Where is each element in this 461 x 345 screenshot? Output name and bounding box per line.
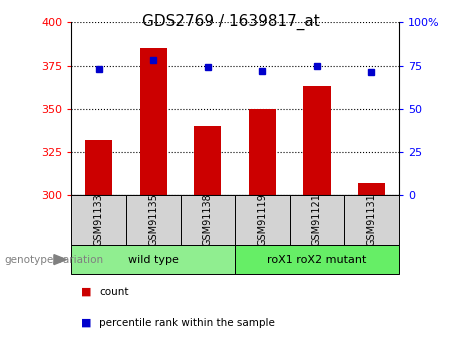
Bar — [235, 195, 290, 245]
Text: roX1 roX2 mutant: roX1 roX2 mutant — [267, 255, 366, 265]
Bar — [71, 245, 235, 274]
Bar — [85, 140, 112, 195]
Text: GSM91138: GSM91138 — [203, 194, 213, 246]
Text: GSM91133: GSM91133 — [94, 194, 104, 246]
Text: GSM91135: GSM91135 — [148, 194, 158, 246]
Text: GSM91131: GSM91131 — [366, 194, 377, 246]
Bar — [194, 126, 221, 195]
Text: ■: ■ — [81, 318, 91, 327]
Text: GDS2769 / 1639817_at: GDS2769 / 1639817_at — [142, 14, 319, 30]
Bar — [358, 183, 385, 195]
Bar — [235, 245, 399, 274]
Bar — [71, 195, 126, 245]
Bar — [290, 195, 344, 245]
Text: GSM91119: GSM91119 — [257, 194, 267, 246]
Bar — [249, 109, 276, 195]
Bar — [126, 195, 181, 245]
Text: wild type: wild type — [128, 255, 179, 265]
Bar — [181, 195, 235, 245]
Bar — [303, 86, 331, 195]
Text: count: count — [99, 287, 129, 296]
Bar — [140, 48, 167, 195]
Text: GSM91121: GSM91121 — [312, 194, 322, 246]
Text: ■: ■ — [81, 287, 91, 296]
Text: genotype/variation: genotype/variation — [5, 255, 104, 265]
Bar — [344, 195, 399, 245]
Text: percentile rank within the sample: percentile rank within the sample — [99, 318, 275, 327]
